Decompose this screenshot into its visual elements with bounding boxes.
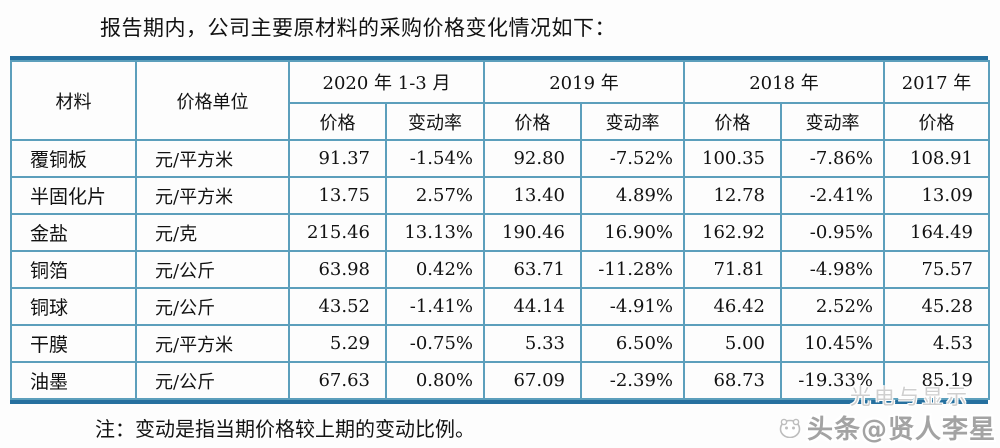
price-change-table: 材料 价格单位 2020 年 1-3 月 2019 年 2018 年 2017 … <box>10 60 990 400</box>
table-row: 铜球 元/公斤 43.52 -1.41% 44.14 -4.91% 46.42 … <box>10 287 990 326</box>
table-row: 半固化片 元/平方米 13.75 2.57% 13.40 4.89% 12.78… <box>10 176 990 215</box>
cell-price-2018: 5.00 <box>683 324 782 363</box>
table-row: 铜箔 元/公斤 63.98 0.42% 63.71 -11.28% 71.81 … <box>10 250 990 289</box>
cell-price-2017: 45.28 <box>883 287 990 326</box>
cell-price-2017: 4.53 <box>883 324 990 363</box>
cell-price-2017: 108.91 <box>883 139 990 178</box>
cell-change-2020: -1.41% <box>385 287 485 326</box>
cell-price-2017: 13.09 <box>883 176 990 215</box>
cell-material: 铜球 <box>10 287 137 326</box>
cell-change-2018: -0.95% <box>780 213 885 252</box>
cell-change-2020: -1.54% <box>385 139 485 178</box>
footnote: 注：变动是指当期价格较上期的变动比例。 <box>95 417 475 441</box>
cell-price-2020: 67.63 <box>288 361 387 400</box>
cell-change-2020: 13.13% <box>385 213 485 252</box>
cell-price-2017: 85.19 <box>883 361 990 400</box>
cell-unit: 元/公斤 <box>135 250 290 289</box>
cell-change-2019: -4.91% <box>580 287 685 326</box>
cell-price-2019: 5.33 <box>483 324 582 363</box>
cell-material: 油墨 <box>10 361 137 400</box>
header-row-years: 材料 价格单位 2020 年 1-3 月 2019 年 2018 年 2017 … <box>10 60 990 141</box>
sub-header-change-2018: 变动率 <box>780 102 885 141</box>
cell-change-2018: -2.41% <box>780 176 885 215</box>
cell-price-2017: 164.49 <box>883 213 990 252</box>
cell-price-2018: 71.81 <box>683 250 782 289</box>
table-row: 干膜 元/平方米 5.29 -0.75% 5.33 6.50% 5.00 10.… <box>10 324 990 363</box>
cell-price-2020: 13.75 <box>288 176 387 215</box>
cell-price-2019: 63.71 <box>483 250 582 289</box>
sub-header-price-2020: 价格 <box>288 102 387 141</box>
year-header-2017: 2017 年 <box>883 60 990 104</box>
cell-price-2019: 13.40 <box>483 176 582 215</box>
cell-price-2018: 12.78 <box>683 176 782 215</box>
cell-change-2020: -0.75% <box>385 324 485 363</box>
table-row: 油墨 元/公斤 67.63 0.80% 67.09 -2.39% 68.73 -… <box>10 361 990 400</box>
cell-price-2018: 46.42 <box>683 287 782 326</box>
cell-price-2018: 68.73 <box>683 361 782 400</box>
cell-change-2018: -7.86% <box>780 139 885 178</box>
cell-unit: 元/平方米 <box>135 176 290 215</box>
table-body: 覆铜板 元/平方米 91.37 -1.54% 92.80 -7.52% 100.… <box>10 139 990 400</box>
cell-material: 干膜 <box>10 324 137 363</box>
page-title: 报告期内，公司主要原材料的采购价格变化情况如下： <box>100 16 616 40</box>
table-row: 覆铜板 元/平方米 91.37 -1.54% 92.80 -7.52% 100.… <box>10 139 990 178</box>
cell-price-2020: 5.29 <box>288 324 387 363</box>
cell-material: 覆铜板 <box>10 139 137 178</box>
sub-header-change-2019: 变动率 <box>580 102 685 141</box>
cell-unit: 元/平方米 <box>135 324 290 363</box>
year-header-2019: 2019 年 <box>483 60 685 104</box>
sub-header-price-2017: 价格 <box>883 102 990 141</box>
cell-unit: 元/平方米 <box>135 139 290 178</box>
cell-unit: 元/克 <box>135 213 290 252</box>
cell-material: 铜箔 <box>10 250 137 289</box>
cell-change-2020: 2.57% <box>385 176 485 215</box>
year-header-2020: 2020 年 1-3 月 <box>288 60 485 104</box>
cell-price-2019: 44.14 <box>483 287 582 326</box>
cell-change-2018: 10.45% <box>780 324 885 363</box>
cell-change-2020: 0.80% <box>385 361 485 400</box>
header-row-metrics: 价格 变动率 价格 变动率 价格 变动率 价格 <box>11 102 990 141</box>
cell-change-2019: -7.52% <box>580 139 685 178</box>
cell-material: 半固化片 <box>10 176 137 215</box>
col-header-unit: 价格单位 <box>135 60 290 141</box>
cell-change-2018: -4.98% <box>780 250 885 289</box>
cell-change-2019: -11.28% <box>580 250 685 289</box>
cell-change-2018: 2.52% <box>780 287 885 326</box>
materials-price-table: 材料 价格单位 2020 年 1-3 月 2019 年 2018 年 2017 … <box>10 56 990 404</box>
cell-unit: 元/公斤 <box>135 361 290 400</box>
cell-change-2019: 6.50% <box>580 324 685 363</box>
cell-change-2018: -19.33% <box>780 361 885 400</box>
cell-price-2019: 190.46 <box>483 213 582 252</box>
sub-header-price-2018: 价格 <box>683 102 782 141</box>
table-row: 金盐 元/克 215.46 13.13% 190.46 16.90% 162.9… <box>10 213 990 252</box>
cell-price-2018: 100.35 <box>683 139 782 178</box>
cell-change-2019: -2.39% <box>580 361 685 400</box>
cell-change-2019: 16.90% <box>580 213 685 252</box>
cell-price-2020: 91.37 <box>288 139 387 178</box>
cell-material: 金盐 <box>10 213 137 252</box>
sub-header-price-2019: 价格 <box>483 102 582 141</box>
cell-change-2020: 0.42% <box>385 250 485 289</box>
cell-price-2019: 92.80 <box>483 139 582 178</box>
year-header-2018: 2018 年 <box>683 60 885 104</box>
cell-price-2019: 67.09 <box>483 361 582 400</box>
sub-header-change-2020: 变动率 <box>385 102 485 141</box>
cell-price-2020: 43.52 <box>288 287 387 326</box>
cell-change-2019: 4.89% <box>580 176 685 215</box>
cell-price-2018: 162.92 <box>683 213 782 252</box>
col-header-material: 材料 <box>10 60 137 141</box>
cell-price-2020: 215.46 <box>288 213 387 252</box>
cell-price-2020: 63.98 <box>288 250 387 289</box>
cell-unit: 元/公斤 <box>135 287 290 326</box>
cell-price-2017: 75.57 <box>883 250 990 289</box>
